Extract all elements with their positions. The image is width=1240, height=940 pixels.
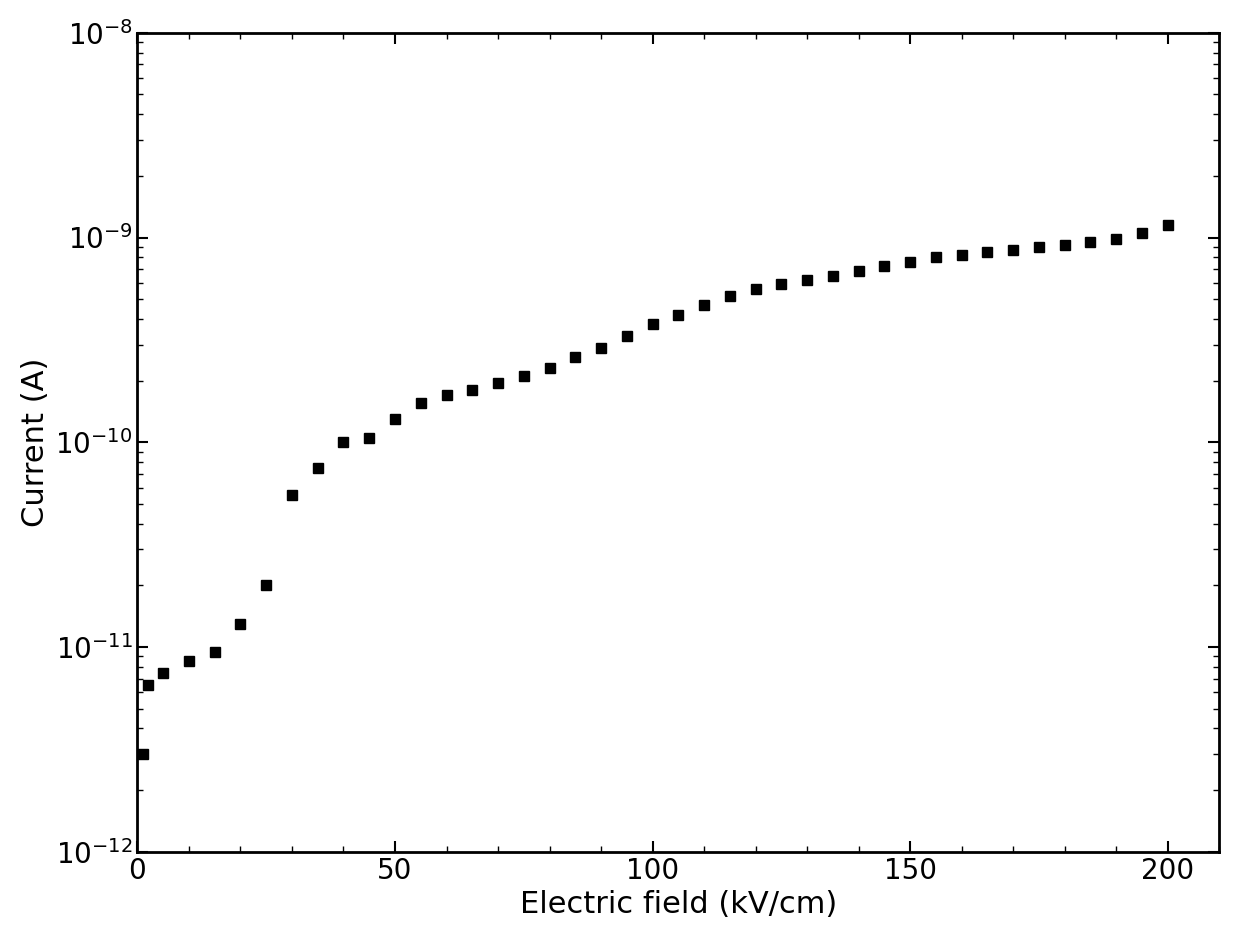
Y-axis label: Current (A): Current (A)	[21, 357, 50, 527]
X-axis label: Electric field (kV/cm): Electric field (kV/cm)	[520, 890, 837, 919]
